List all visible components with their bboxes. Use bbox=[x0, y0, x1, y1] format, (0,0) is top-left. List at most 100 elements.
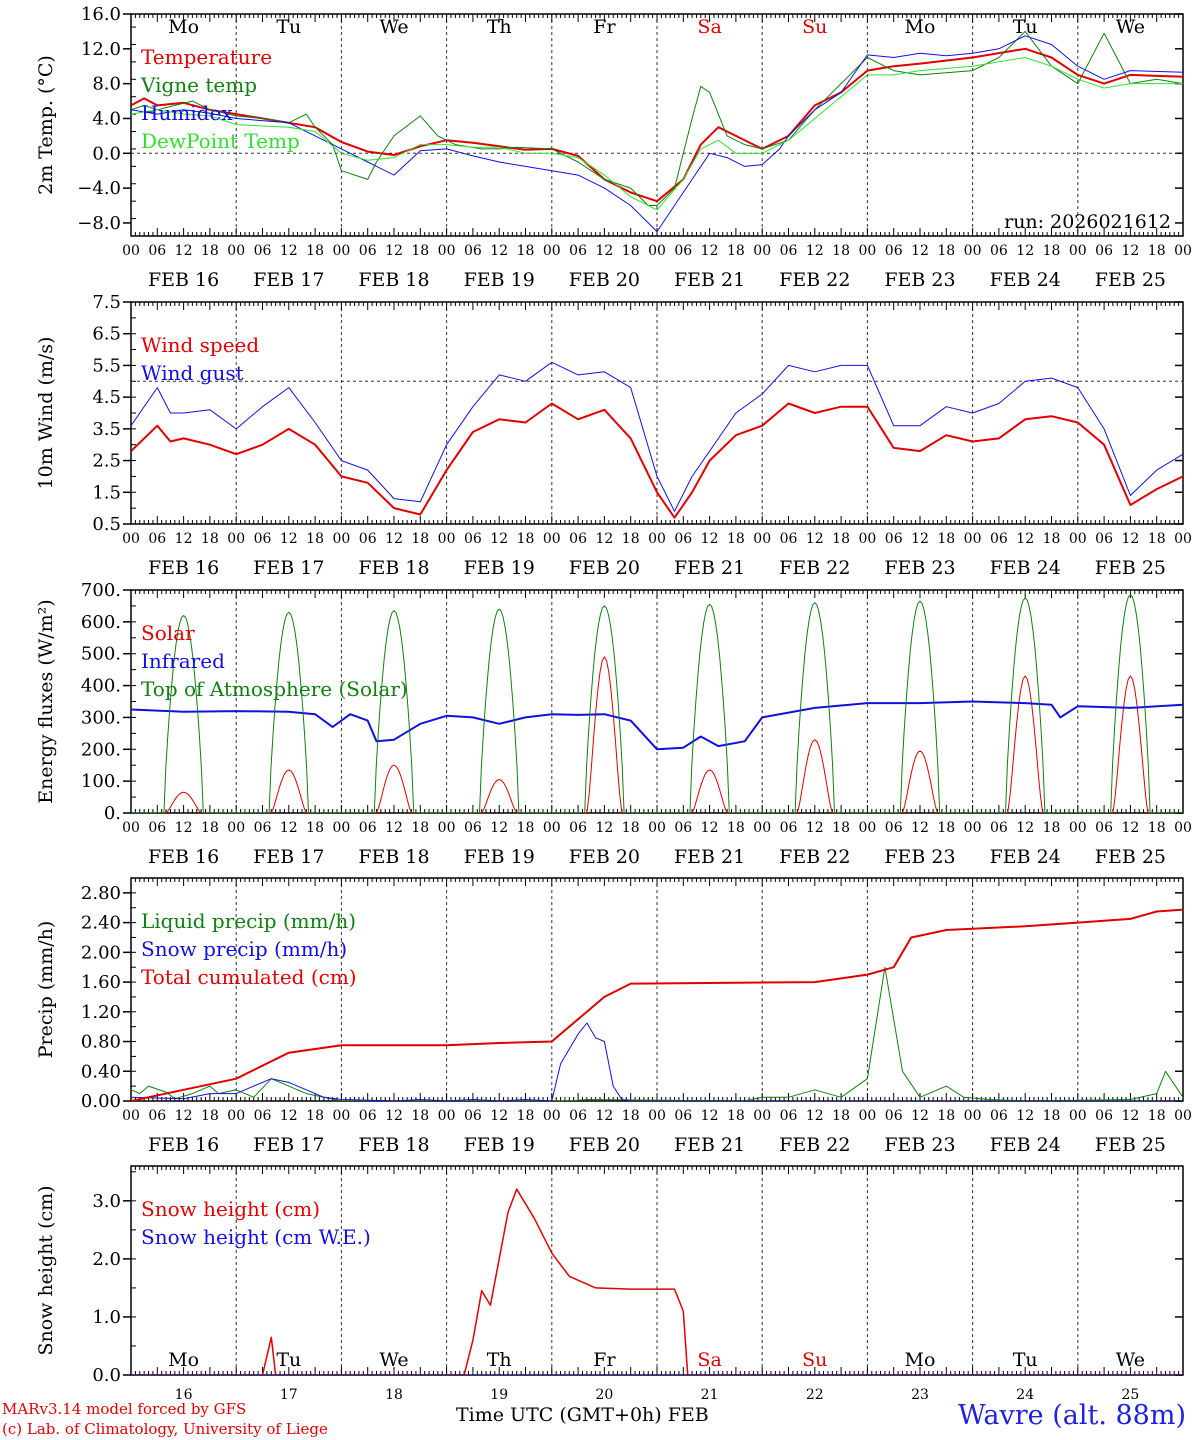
weekday-label: Sa bbox=[697, 1349, 721, 1371]
hour-tick-label: 18 bbox=[411, 1108, 429, 1124]
hour-tick-label: 00 bbox=[858, 1108, 876, 1124]
hour-tick-label: 00 bbox=[1069, 820, 1087, 836]
hour-tick-label: 12 bbox=[595, 243, 613, 259]
hour-tick-label: 06 bbox=[674, 1108, 692, 1124]
date-label: FEB 23 bbox=[884, 557, 955, 579]
y-tick-label: 600. bbox=[81, 612, 121, 633]
snow-height-panel: 0.0 1.0 2.0 3.0 Snow height (cm) Mo 16 Tu 17 We 18… bbox=[35, 1165, 1184, 1403]
hour-tick-label: 06 bbox=[1095, 243, 1113, 259]
weekday-label: Su bbox=[802, 1349, 827, 1371]
hour-tick-label: 18 bbox=[411, 820, 429, 836]
hour-tick-label: 00 bbox=[858, 243, 876, 259]
day-number-label: 22 bbox=[806, 1387, 824, 1403]
hour-tick-label: 00 bbox=[122, 531, 140, 547]
hour-tick-label: 12 bbox=[385, 1108, 403, 1124]
hour-tick-label: 00 bbox=[1174, 243, 1192, 259]
hour-tick-label: 18 bbox=[1043, 531, 1061, 547]
hour-tick-label: 00 bbox=[1174, 531, 1192, 547]
hour-tick-label: 00 bbox=[648, 820, 666, 836]
series-line-solar bbox=[131, 656, 1183, 813]
series-line-liquid-precip-mm-h bbox=[131, 966, 1183, 1101]
hour-tick-label: 12 bbox=[490, 1108, 508, 1124]
y-axis-label: 10m Wind (m/s) bbox=[35, 337, 57, 490]
y-axis-label: Energy fluxes (W/m²) bbox=[35, 599, 57, 803]
weekday-label: Fr bbox=[593, 16, 616, 38]
series-group bbox=[131, 908, 1183, 1101]
date-label: FEB 18 bbox=[358, 846, 429, 868]
hour-tick-label: 18 bbox=[832, 1108, 850, 1124]
hour-tick-label: 00 bbox=[1069, 243, 1087, 259]
hour-tick-label: 12 bbox=[806, 1108, 824, 1124]
date-label: FEB 24 bbox=[990, 557, 1061, 579]
series-line-snow-height-cm bbox=[131, 1188, 1183, 1375]
date-label: FEB 17 bbox=[253, 846, 324, 868]
date-label: FEB 19 bbox=[464, 1134, 535, 1156]
y-tick-label: 700. bbox=[81, 580, 121, 601]
hour-tick-label: 12 bbox=[490, 820, 508, 836]
hour-tick-label: 06 bbox=[148, 820, 166, 836]
legend-entry: Solar bbox=[141, 621, 195, 645]
hour-tick-label: 00 bbox=[648, 1108, 666, 1124]
hour-tick-label: 06 bbox=[569, 531, 587, 547]
hour-tick-label: 06 bbox=[464, 1108, 482, 1124]
date-label: FEB 20 bbox=[569, 269, 640, 291]
weekday-label: We bbox=[1116, 1349, 1145, 1371]
temperature-panel: −8.0 −4.0 0.0 4.0 8.0 12.0 16.0 2m Temp. (°C) 00… bbox=[35, 4, 1192, 291]
hour-tick-label: 18 bbox=[306, 820, 324, 836]
y-tick-label: 5.5 bbox=[92, 355, 121, 376]
hour-tick-label: 06 bbox=[885, 1108, 903, 1124]
weekday-label: Tu bbox=[276, 16, 301, 38]
series-line-snow-precip-mm-h bbox=[131, 1022, 1183, 1101]
hour-tick-label: 12 bbox=[490, 243, 508, 259]
series-group bbox=[131, 30, 1183, 233]
weekday-label: Th bbox=[487, 1349, 512, 1371]
hour-tick-label: 06 bbox=[359, 243, 377, 259]
hour-tick-label: 12 bbox=[280, 1108, 298, 1124]
hour-tick-label: 18 bbox=[1148, 820, 1166, 836]
y-tick-label: 0.0 bbox=[92, 1365, 121, 1386]
hour-tick-label: 00 bbox=[438, 531, 456, 547]
series-line-wind-gust bbox=[131, 361, 1183, 512]
hour-tick-label: 18 bbox=[937, 820, 955, 836]
hour-tick-label: 12 bbox=[1121, 820, 1139, 836]
y-axis-label: Precip (mm/h) bbox=[35, 921, 57, 1059]
hour-tick-label: 06 bbox=[990, 531, 1008, 547]
date-label: FEB 16 bbox=[148, 269, 219, 291]
hour-tick-label: 06 bbox=[569, 1108, 587, 1124]
hour-tick-label: 18 bbox=[201, 243, 219, 259]
hour-tick-label: 00 bbox=[648, 531, 666, 547]
hour-tick-label: 18 bbox=[937, 1108, 955, 1124]
series-line-humidex bbox=[131, 35, 1183, 233]
hour-tick-label: 00 bbox=[1174, 820, 1192, 836]
hour-tick-label: 00 bbox=[122, 1108, 140, 1124]
precipitation-panel: 0.00 0.40 0.80 1.20 1.60 2.00 2.40 2.80 Precip (… bbox=[35, 877, 1192, 1156]
y-tick-label: 12.0 bbox=[81, 39, 121, 60]
weekday-label: Fr bbox=[593, 1349, 616, 1371]
date-label: FEB 24 bbox=[990, 846, 1061, 868]
series-line-infrared bbox=[131, 700, 1183, 751]
date-label: FEB 24 bbox=[990, 269, 1061, 291]
hour-tick-label: 12 bbox=[175, 820, 193, 836]
date-label: FEB 16 bbox=[148, 557, 219, 579]
hour-tick-label: 06 bbox=[1095, 1108, 1113, 1124]
hour-tick-label: 06 bbox=[780, 820, 798, 836]
y-tick-label: −8.0 bbox=[77, 213, 121, 234]
date-label: FEB 21 bbox=[674, 846, 745, 868]
hour-tick-label: 12 bbox=[911, 1108, 929, 1124]
hour-tick-label: 06 bbox=[674, 820, 692, 836]
legend-entry: Infrared bbox=[141, 649, 225, 673]
hour-tick-label: 00 bbox=[648, 243, 666, 259]
legend-entry: Liquid precip (mm/h) bbox=[141, 909, 356, 933]
hour-tick-label: 18 bbox=[832, 531, 850, 547]
series-group bbox=[131, 361, 1183, 519]
date-label: FEB 25 bbox=[1095, 846, 1166, 868]
hour-tick-label: 18 bbox=[517, 531, 535, 547]
hour-tick-label: 18 bbox=[411, 243, 429, 259]
hour-tick-label: 06 bbox=[990, 243, 1008, 259]
day-number-label: 16 bbox=[175, 1387, 193, 1403]
date-label: FEB 23 bbox=[884, 269, 955, 291]
date-label: FEB 24 bbox=[990, 1134, 1061, 1156]
hour-tick-label: 18 bbox=[517, 820, 535, 836]
hour-tick-label: 06 bbox=[780, 1108, 798, 1124]
hour-tick-label: 18 bbox=[832, 820, 850, 836]
